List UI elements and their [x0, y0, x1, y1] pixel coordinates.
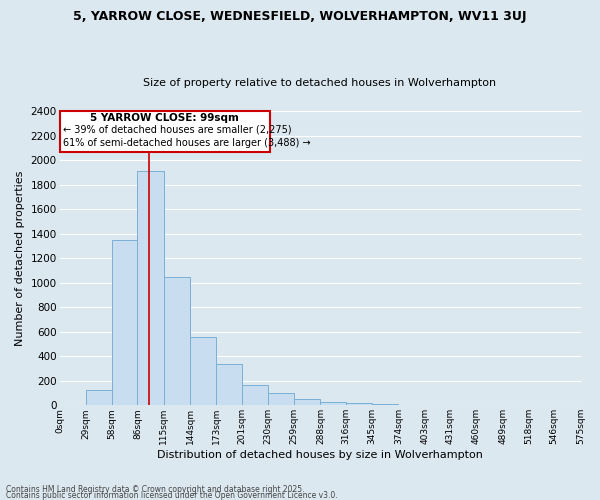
Bar [320, 402, 346, 406]
Bar [86, 390, 112, 406]
Bar [294, 398, 320, 406]
Bar [268, 393, 294, 406]
Text: Contains public sector information licensed under the Open Government Licence v3: Contains public sector information licen… [6, 490, 338, 500]
Bar [217, 364, 242, 406]
Bar [242, 385, 268, 406]
Bar [346, 403, 372, 406]
Text: 5 YARROW CLOSE: 99sqm: 5 YARROW CLOSE: 99sqm [90, 114, 239, 124]
Bar [137, 171, 164, 406]
Text: 5, YARROW CLOSE, WEDNESFIELD, WOLVERHAMPTON, WV11 3UJ: 5, YARROW CLOSE, WEDNESFIELD, WOLVERHAMP… [73, 10, 527, 23]
Text: ← 39% of detached houses are smaller (2,275): ← 39% of detached houses are smaller (2,… [63, 124, 292, 134]
Text: 61% of semi-detached houses are larger (3,488) →: 61% of semi-detached houses are larger (… [63, 138, 311, 148]
Text: Contains HM Land Registry data © Crown copyright and database right 2025.: Contains HM Land Registry data © Crown c… [6, 484, 305, 494]
X-axis label: Distribution of detached houses by size in Wolverhampton: Distribution of detached houses by size … [157, 450, 483, 460]
Bar [164, 276, 190, 406]
Title: Size of property relative to detached houses in Wolverhampton: Size of property relative to detached ho… [143, 78, 497, 88]
Y-axis label: Number of detached properties: Number of detached properties [15, 170, 25, 346]
Bar [112, 240, 137, 406]
Bar [372, 404, 398, 406]
Bar [190, 336, 217, 406]
FancyBboxPatch shape [59, 111, 270, 152]
